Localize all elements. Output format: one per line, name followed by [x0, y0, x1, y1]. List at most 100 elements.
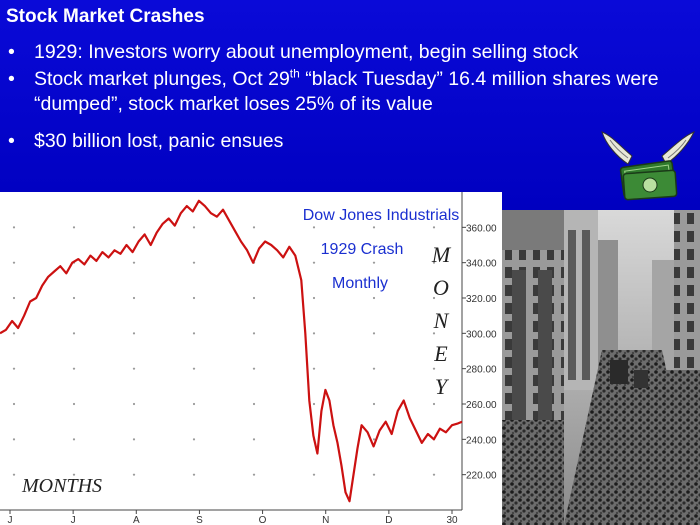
x-tick-label: N — [322, 515, 329, 525]
grid-dot — [72, 438, 76, 441]
grid-dot — [72, 473, 76, 476]
x-tick-label: 30 — [446, 515, 458, 525]
grid-dot — [372, 402, 376, 406]
grid-dot — [72, 332, 76, 335]
y-tick-label: 300.00 — [466, 329, 497, 340]
series-line — [0, 199, 463, 503]
months-label: MONTHS — [21, 475, 102, 497]
grid-dot — [432, 367, 436, 370]
x-tick-label: D — [385, 515, 392, 525]
grid-dot — [432, 226, 436, 229]
flying-money-icon — [601, 131, 696, 201]
x-tick-label: J — [8, 515, 13, 525]
grid-dot — [12, 332, 16, 335]
y-tick-label: 360.00 — [466, 223, 497, 234]
grid-dot — [372, 367, 376, 370]
grid-dot — [252, 332, 256, 335]
y-tick-label: 220.00 — [466, 471, 497, 482]
side-letter: E — [433, 341, 448, 366]
bullet-item: Stock market plunges, Oct 29th “black Tu… — [8, 67, 698, 117]
y-tick-label: 340.00 — [466, 259, 497, 270]
grid-dot — [312, 261, 316, 264]
grid-dot — [132, 226, 136, 229]
grid-dot — [372, 332, 376, 335]
side-letter: M — [431, 242, 452, 267]
grid-dot — [252, 402, 256, 406]
grid-dot — [372, 473, 376, 476]
grid-dot — [432, 332, 436, 335]
grid-dot — [72, 367, 76, 370]
grid-dot — [72, 296, 76, 300]
grid-dot — [12, 296, 16, 300]
grid-dot — [252, 473, 256, 476]
grid-dot — [132, 367, 136, 370]
money-side-label: M O N E Y — [431, 242, 452, 399]
grid-dot — [192, 402, 196, 406]
grid-dot — [372, 226, 376, 229]
grid-dot — [12, 473, 16, 476]
grid-dot — [72, 402, 76, 406]
grid-dot — [252, 296, 256, 300]
grid-dot — [192, 296, 196, 300]
bullet-text: 1929: Investors worry about unemployment… — [34, 41, 579, 63]
bullet-text: “black Tuesday” 16.4 million shares were… — [34, 68, 659, 115]
bullet-text: $30 billion lost, panic ensues — [34, 130, 284, 152]
grid-dot — [312, 473, 316, 476]
crowd-on-wall-street-photo — [502, 210, 700, 525]
grid-dot — [132, 473, 136, 476]
x-tick-label: A — [133, 515, 140, 525]
grid-dot — [72, 226, 76, 229]
superscript: th — [289, 66, 300, 81]
grid-dot — [132, 296, 136, 300]
y-tick-label: 240.00 — [466, 435, 497, 446]
grid-dot — [12, 261, 16, 264]
y-tick-label: 320.00 — [466, 294, 497, 305]
grid-dot — [132, 261, 136, 264]
side-letter: Y — [435, 374, 450, 399]
bullet-list: 1929: Investors worry about unemployment… — [8, 40, 698, 156]
x-axis: J J A S O N D 30 — [0, 509, 462, 525]
grid-dot — [192, 367, 196, 370]
chart-title-line-3: Monthly — [332, 275, 388, 292]
grid-dot — [12, 402, 16, 406]
grid-dot — [132, 402, 136, 406]
x-tick-label: J — [71, 515, 76, 525]
grid-dot — [252, 367, 256, 370]
side-letter: N — [433, 308, 450, 333]
slide-title: Stock Market Crashes — [6, 6, 205, 27]
grid-dot — [312, 296, 316, 300]
grid-dot — [252, 226, 256, 229]
dow-jones-chart: 360.00 340.00 320.00 300.00 280.00 260.00 240.… — [0, 192, 502, 525]
side-letter: O — [433, 275, 449, 300]
grid-dot — [312, 367, 316, 370]
grid-dot — [432, 473, 436, 476]
grid-dot — [372, 438, 376, 441]
bullet-item: $30 billion lost, panic ensues — [8, 129, 698, 154]
grid-dot — [252, 438, 256, 441]
x-tick-label: O — [259, 515, 267, 525]
grid-dot — [432, 296, 436, 300]
bullet-text: Stock market plunges, Oct 29 — [34, 68, 290, 90]
grid-dot — [192, 261, 196, 264]
x-tick-label: S — [196, 515, 203, 525]
grid-dot — [372, 261, 376, 264]
y-axis: 360.00 340.00 320.00 300.00 280.00 260.00 240.… — [461, 192, 497, 510]
chart-title-line-1: Dow Jones Industrials — [303, 207, 460, 224]
grid-dot — [432, 402, 436, 406]
grid-dot — [432, 261, 436, 264]
bullet-item: 1929: Investors worry about unemployment… — [8, 40, 698, 65]
grid-dot — [312, 332, 316, 335]
grid-dot — [192, 438, 196, 441]
grid-dot — [12, 438, 16, 441]
grid-dot — [192, 332, 196, 335]
y-tick-label: 260.00 — [466, 400, 497, 411]
grid-dot — [192, 473, 196, 476]
grid-dot — [12, 367, 16, 370]
grid-dot — [132, 438, 136, 441]
grid-dot — [372, 296, 376, 300]
grid-dot — [312, 402, 316, 406]
grid-dot — [12, 226, 16, 229]
chart-title-line-2: 1929 Crash — [321, 241, 404, 258]
grid-dot — [312, 226, 316, 229]
grid-dot — [132, 332, 136, 335]
